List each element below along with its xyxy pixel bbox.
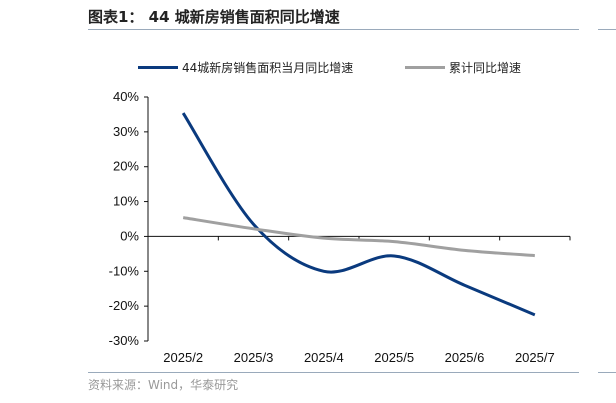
legend-swatch	[138, 66, 178, 69]
y-tick-label: 10%	[113, 194, 139, 209]
y-tick-label: -30%	[109, 333, 140, 348]
y-tick-label: 30%	[113, 124, 139, 139]
legend-swatch	[405, 66, 445, 69]
y-tick-label: -20%	[109, 298, 140, 313]
title-divider-right	[598, 29, 616, 30]
x-tick-label: 2025/4	[304, 350, 344, 365]
legend-label: 累计同比增速	[449, 61, 522, 75]
title-divider	[88, 29, 579, 30]
x-tick-label: 2025/7	[515, 350, 555, 365]
x-tick-label: 2025/5	[374, 350, 414, 365]
y-tick-label: 20%	[113, 159, 139, 174]
x-tick-label: 2025/3	[234, 350, 274, 365]
legend-item-cumulative: 累计同比增速	[405, 59, 521, 76]
source-divider	[88, 372, 579, 373]
y-tick-label: 0%	[120, 228, 139, 243]
y-tick-label: 40%	[113, 89, 139, 104]
chart-title: 图表1： 44 城新房销售面积同比增速	[88, 8, 340, 26]
series-line-2	[182, 216, 535, 258]
legend-item-monthly: 44城新房销售面积当月同比增速	[138, 59, 353, 76]
x-tick-label: 2025/6	[445, 350, 485, 365]
legend-label: 44城新房销售面积当月同比增速	[182, 61, 354, 75]
series-line-1	[181, 112, 536, 317]
y-tick-label: -10%	[109, 263, 140, 278]
source-divider-right	[598, 372, 616, 373]
x-tick-label: 2025/2	[163, 350, 203, 365]
source-note: 资料来源：Wind，华泰研究	[88, 378, 239, 392]
